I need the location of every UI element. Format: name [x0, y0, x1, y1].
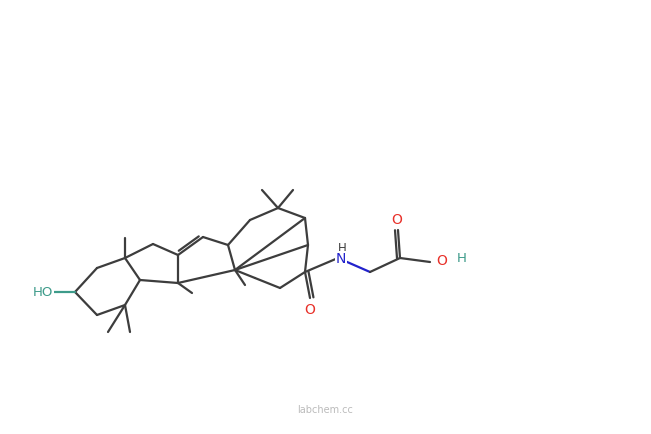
Text: H: H: [338, 243, 346, 256]
Text: H: H: [457, 253, 467, 266]
Text: O: O: [305, 303, 316, 317]
Text: labchem.cc: labchem.cc: [297, 405, 353, 415]
Text: O: O: [391, 213, 402, 227]
Text: O: O: [437, 254, 447, 268]
Text: N: N: [336, 252, 346, 266]
Text: HO: HO: [33, 286, 53, 299]
